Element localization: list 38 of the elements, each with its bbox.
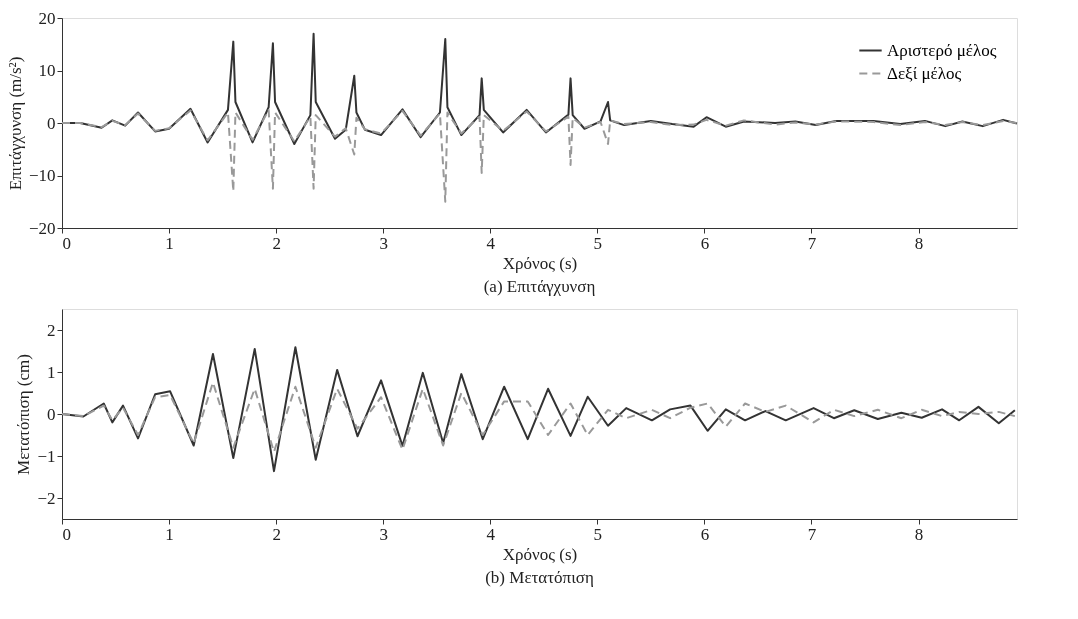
y-tick-label: −2 (37, 488, 56, 508)
line-series (61, 381, 1016, 453)
y-axis-title: Επιτάγχυνση (m/s²) (5, 56, 25, 191)
x-tick-label: 5 (593, 524, 603, 544)
x-tick-label: 0 (62, 524, 71, 544)
y-tick-label: 2 (47, 320, 56, 340)
y-tick-label: 0 (47, 113, 56, 133)
x-tick-label: 7 (807, 233, 817, 253)
x-tick-label: 8 (914, 524, 924, 544)
y-tick-label: −1 (37, 446, 56, 466)
text: (a) Επιτάγχυνση (483, 277, 596, 296)
x-tick-label: 5 (593, 233, 603, 253)
x-tick-label: 4 (486, 524, 496, 544)
legend-label: Δεξί μέλος (887, 63, 962, 83)
x-tick-label: 3 (379, 233, 388, 253)
x-tick-label: 1 (165, 524, 174, 544)
x-tick-label: 1 (165, 233, 174, 253)
y-tick-label: 0 (47, 404, 56, 424)
y-tick-label: −10 (28, 166, 56, 185)
x-tick-label: 2 (272, 233, 281, 253)
y-tick-label: −20 (28, 218, 56, 238)
x-tick-label: 6 (700, 524, 710, 544)
x-tick-label: 7 (807, 524, 817, 544)
x-axis-title: Χρόνος (s) (502, 544, 578, 564)
x-tick-label: 4 (486, 233, 496, 253)
y-tick-label: 20 (38, 8, 56, 28)
x-tick-label: 6 (700, 233, 710, 253)
x-tick-label: 2 (272, 524, 281, 544)
legend-label: Αριστερό μέλος (887, 40, 997, 60)
y-tick-label: 1 (47, 362, 56, 382)
y-axis-title: Μετατόπιση (cm) (14, 354, 34, 475)
line-series (61, 108, 1018, 203)
y-tick-label: 10 (38, 61, 56, 80)
x-tick-label: 8 (914, 233, 924, 253)
x-tick-label: 3 (379, 524, 388, 544)
x-axis-title: Χρόνος (s) (502, 253, 578, 273)
x-tick-label: 0 (62, 233, 71, 253)
text: (b) Μετατόπιση (485, 568, 594, 587)
